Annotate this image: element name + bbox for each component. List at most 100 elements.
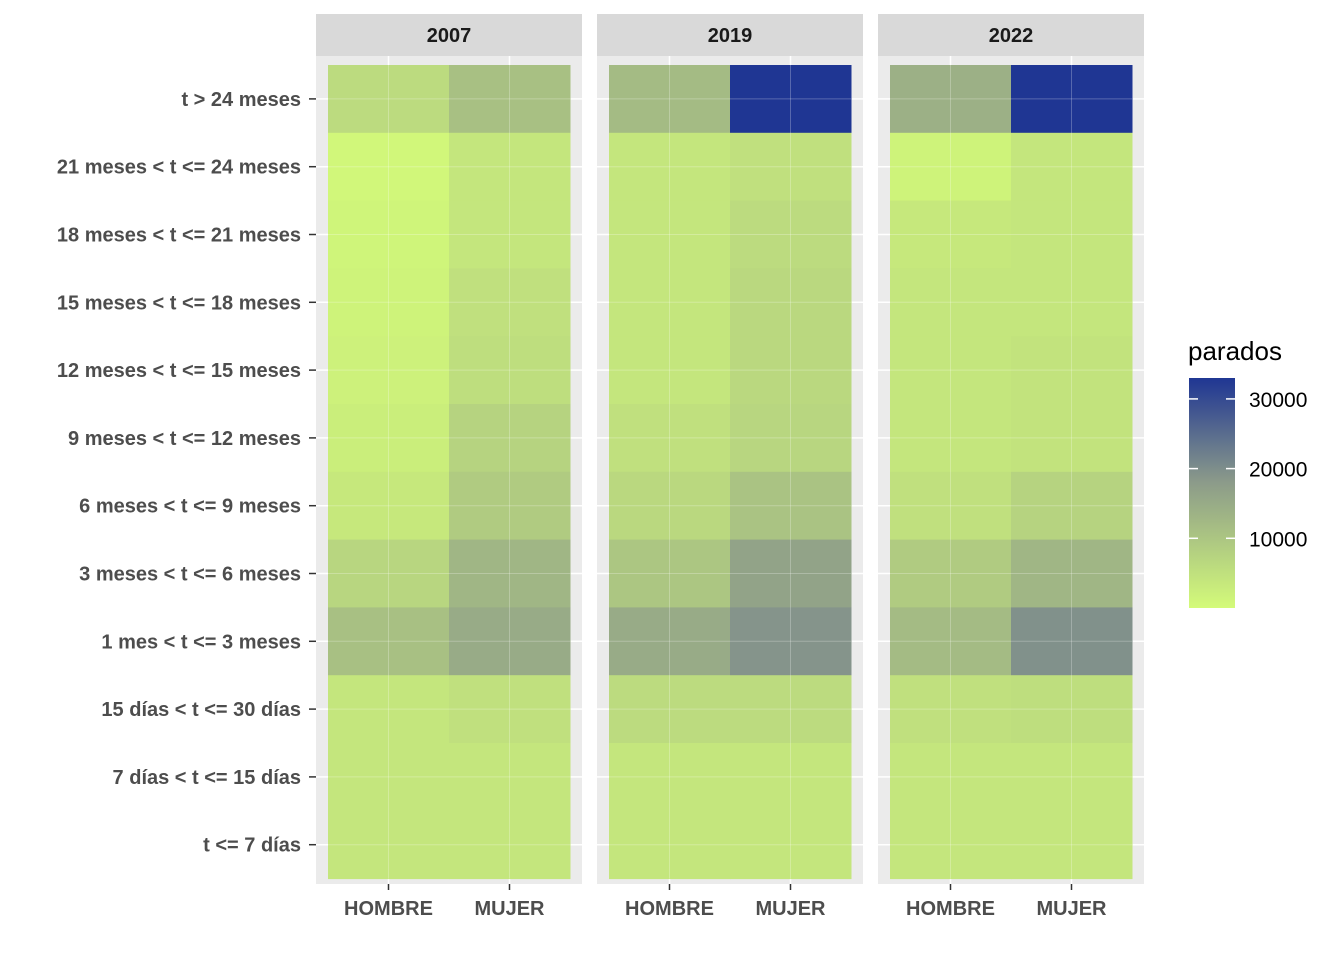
legend-title: parados <box>1188 336 1282 366</box>
heatmap-tile <box>449 810 571 880</box>
x-tick-label: HOMBRE <box>344 898 433 920</box>
y-axis: t > 24 meses 21 meses < t <= 24 meses 18 m… <box>57 89 316 857</box>
heatmap-tile <box>730 65 852 134</box>
heatmap-tile <box>890 132 1012 202</box>
facet-strip <box>878 14 1144 56</box>
heatmap-tile <box>449 743 571 812</box>
heatmap-tile <box>1011 268 1133 337</box>
heatmap-tile <box>1011 539 1133 608</box>
heatmap-tile <box>328 607 450 676</box>
x-tick-label: MUJER <box>1036 898 1107 920</box>
heatmap-tile <box>890 65 1012 134</box>
heatmap-tile <box>730 132 852 202</box>
heatmap-tile <box>730 675 852 744</box>
x-tick-label: HOMBRE <box>906 898 995 920</box>
y-tick-label: t > 24 meses <box>181 89 301 111</box>
facet-strip <box>597 14 863 56</box>
heatmap-tile <box>890 810 1012 880</box>
heatmap-tile <box>890 200 1012 269</box>
heatmap-tile <box>1011 675 1133 744</box>
heatmap-tile <box>449 607 571 676</box>
y-tick-label: 9 meses < t <= 12 meses <box>68 428 301 450</box>
facet-panel-2007: 2007 HOMBRE MUJER <box>316 14 582 920</box>
x-tick-label: MUJER <box>755 898 826 920</box>
y-tick-label: 6 meses < t <= 9 meses <box>79 496 301 518</box>
heatmap-tile <box>609 65 731 134</box>
heatmap-tile <box>328 200 450 269</box>
heatmap-tile <box>730 810 852 880</box>
heatmap-tile <box>730 743 852 812</box>
legend: parados 10000 20000 30000 <box>1188 336 1307 608</box>
heatmap-tile <box>449 675 571 744</box>
heatmap-tile <box>890 268 1012 337</box>
heatmap-tile <box>890 404 1012 473</box>
heatmap-tile <box>609 336 731 405</box>
heatmap-tile <box>1011 607 1133 676</box>
y-tick-label: t <= 7 días <box>203 835 301 857</box>
legend-tick-label: 30000 <box>1249 389 1307 412</box>
facet-panel-2019: 2019 HOMBRE MUJER <box>597 14 863 920</box>
heatmap-tile <box>609 268 731 337</box>
x-tick-label: HOMBRE <box>625 898 714 920</box>
legend-tick-label: 20000 <box>1249 459 1307 482</box>
heatmap-tile <box>449 471 571 541</box>
heatmap-tile <box>1011 404 1133 473</box>
heatmap-tile <box>890 743 1012 812</box>
y-tick-label: 3 meses < t <= 6 meses <box>79 564 301 586</box>
heatmap-tile <box>1011 336 1133 405</box>
heatmap-tile <box>730 268 852 337</box>
facet-panels: 2007 HOMBRE MUJER 2019 HOMBRE MUJER 2022 HOMBRE… <box>316 14 1144 920</box>
heatmap-tile <box>730 471 852 541</box>
heatmap-tile <box>609 743 731 812</box>
heatmap-tile <box>1011 743 1133 812</box>
y-tick-label: 15 días < t <= 30 días <box>101 699 301 721</box>
heatmap-tile <box>328 539 450 608</box>
heatmap-tile <box>609 404 731 473</box>
heatmap-tile <box>609 675 731 744</box>
heatmap-tile <box>328 743 450 812</box>
facet-strip-label: 2022 <box>989 25 1034 47</box>
heatmap-tile <box>328 675 450 744</box>
heatmap-tile <box>609 539 731 608</box>
heatmap-tile <box>328 810 450 880</box>
heatmap-tile <box>890 539 1012 608</box>
heatmap-tile <box>328 132 450 202</box>
heatmap-tile <box>328 404 450 473</box>
heatmap-tile <box>1011 65 1133 134</box>
facet-panel-2022: 2022 HOMBRE MUJER <box>878 14 1144 920</box>
heatmap-tile <box>730 539 852 608</box>
heatmap-tile <box>1011 200 1133 269</box>
legend-tick-label: 10000 <box>1249 528 1307 551</box>
heatmap-tile <box>609 471 731 541</box>
y-tick-label: 12 meses < t <= 15 meses <box>57 360 301 382</box>
heatmap-tile <box>1011 810 1133 880</box>
legend-colorbar <box>1189 378 1235 608</box>
heatmap-tile <box>890 607 1012 676</box>
heatmap-tile <box>730 404 852 473</box>
y-tick-label: 21 meses < t <= 24 meses <box>57 157 301 179</box>
heatmap-tile <box>328 268 450 337</box>
heatmap-tile <box>449 65 571 134</box>
facet-strip <box>316 14 582 56</box>
heatmap-tile <box>609 810 731 880</box>
heatmap-tile <box>1011 132 1133 202</box>
y-tick-label: 15 meses < t <= 18 meses <box>57 292 301 314</box>
heatmap-tile <box>609 200 731 269</box>
heatmap-tile <box>328 471 450 541</box>
heatmap-tile <box>609 607 731 676</box>
heatmap-tile <box>449 404 571 473</box>
heatmap-tile <box>449 336 571 405</box>
heatmap-tile <box>890 471 1012 541</box>
heatmap-tile <box>890 336 1012 405</box>
facet-strip-label: 2019 <box>708 25 753 47</box>
heatmap-tile <box>449 268 571 337</box>
y-tick-label: 18 meses < t <= 21 meses <box>57 225 301 247</box>
heatmap-tile <box>449 200 571 269</box>
heatmap-tile <box>1011 471 1133 541</box>
heatmap-tile <box>730 607 852 676</box>
y-tick-label: 1 mes < t <= 3 meses <box>101 631 301 653</box>
facet-strip-label: 2007 <box>427 25 472 47</box>
legend-ticks: 10000 20000 30000 <box>1189 389 1307 551</box>
heatmap-tile <box>890 675 1012 744</box>
